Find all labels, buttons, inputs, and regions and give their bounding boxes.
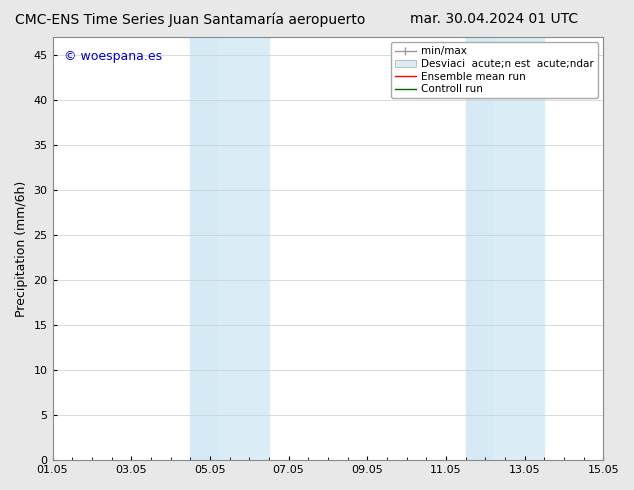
- Legend: min/max, Desviaci  acute;n est  acute;ndar, Ensemble mean run, Controll run: min/max, Desviaci acute;n est acute;ndar…: [391, 42, 598, 98]
- Bar: [493, 37, 544, 460]
- Bar: [465, 37, 493, 460]
- Text: CMC-ENS Time Series Juan Santamaría aeropuerto: CMC-ENS Time Series Juan Santamaría aero…: [15, 12, 365, 27]
- Text: © woespana.es: © woespana.es: [63, 50, 162, 63]
- Bar: [217, 37, 269, 460]
- Text: mar. 30.04.2024 01 UTC: mar. 30.04.2024 01 UTC: [410, 12, 579, 26]
- Y-axis label: Precipitation (mm/6h): Precipitation (mm/6h): [15, 180, 28, 317]
- Bar: [190, 37, 217, 460]
